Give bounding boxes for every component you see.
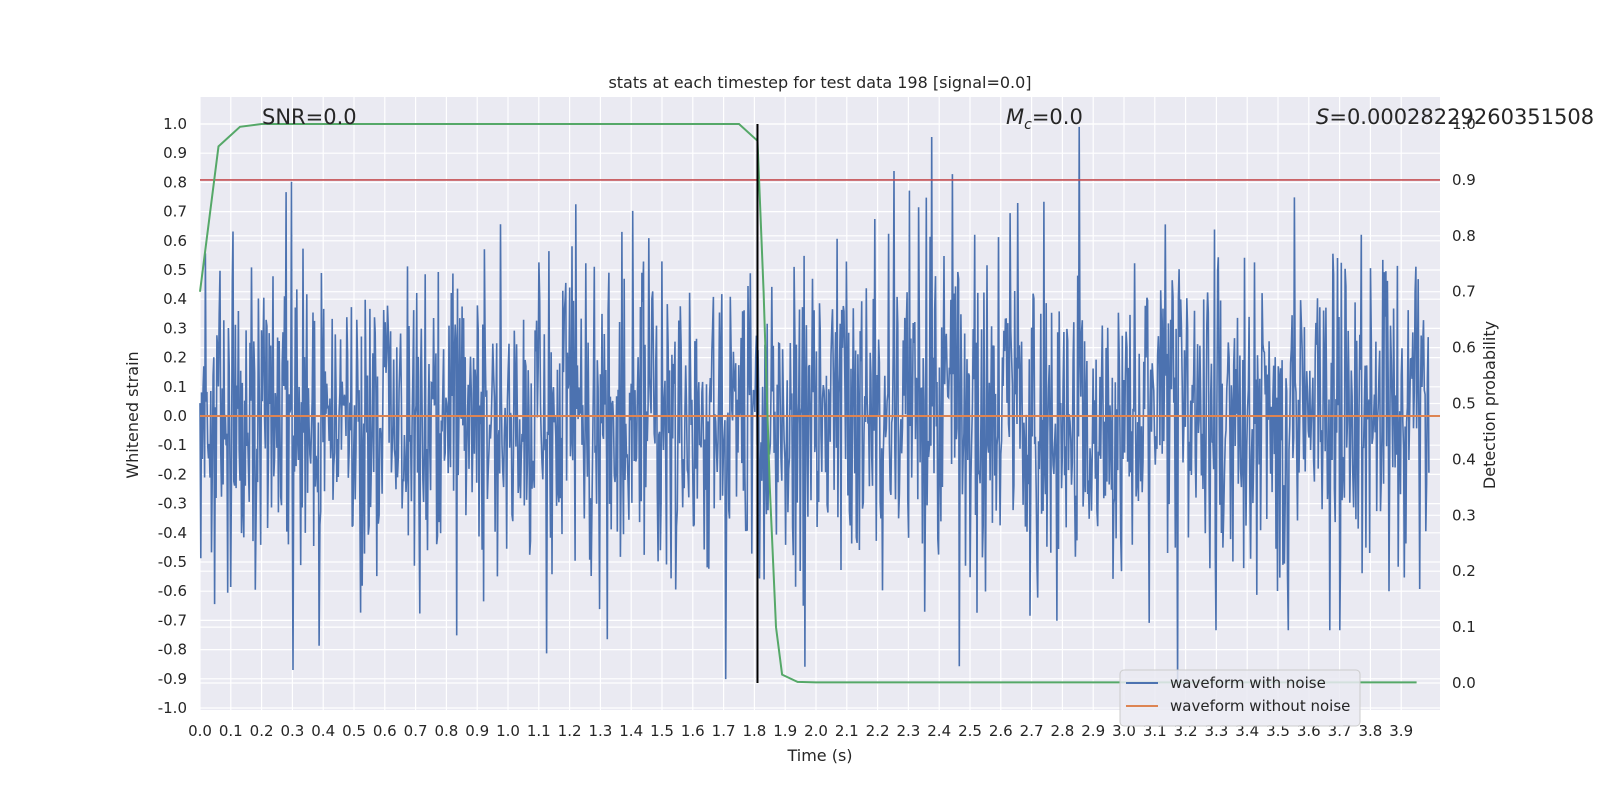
y2-axis-label: Detection probability bbox=[1480, 321, 1499, 489]
x-tick-label: 2.2 bbox=[866, 722, 890, 740]
chirp-mass-annotation: Mc=0.0 bbox=[1006, 105, 1083, 133]
y2-tick-label: 0.3 bbox=[1452, 506, 1476, 524]
x-tick-label: 0.1 bbox=[219, 722, 243, 740]
x-tick-label: 3.8 bbox=[1358, 722, 1382, 740]
x-tick-label: 1.9 bbox=[773, 722, 797, 740]
y-tick-label: 0.6 bbox=[163, 232, 187, 250]
noise-line bbox=[199, 126, 1430, 685]
x-tick-label: 2.0 bbox=[804, 722, 828, 740]
y2-tick-label: 0.0 bbox=[1452, 674, 1476, 692]
y2-tick-label: 0.4 bbox=[1452, 450, 1476, 468]
y-axis-label: Whitened strain bbox=[123, 351, 142, 478]
x-tick-label: 2.4 bbox=[927, 722, 951, 740]
y-tick-label: 0.5 bbox=[163, 261, 187, 279]
legend: waveform with noise waveform without noi… bbox=[1119, 669, 1361, 727]
y-tick-label: 0.4 bbox=[163, 290, 187, 308]
x-tick-label: 0.3 bbox=[280, 722, 304, 740]
y-tick-label: 0.3 bbox=[163, 319, 187, 337]
x-tick-label: 0.7 bbox=[404, 722, 428, 740]
x-tick-label: 0.2 bbox=[250, 722, 274, 740]
y-tick-label: -0.5 bbox=[158, 553, 187, 571]
y-tick-label: -0.8 bbox=[158, 641, 187, 659]
series-waveform-with-noise bbox=[199, 126, 1430, 685]
x-tick-label: 2.3 bbox=[896, 722, 920, 740]
snr-annotation: SNR=0.0 bbox=[262, 105, 357, 129]
y-tick-label: -0.4 bbox=[158, 524, 187, 542]
x-tick-label: 0.4 bbox=[311, 722, 335, 740]
x-tick-label: 2.8 bbox=[1050, 722, 1074, 740]
x-tick-label: 1.8 bbox=[742, 722, 766, 740]
y-tick-label: 0.8 bbox=[163, 173, 187, 191]
y-tick-label: -0.9 bbox=[158, 670, 187, 688]
x-tick-label: 1.6 bbox=[681, 722, 705, 740]
x-tick-label: 0.9 bbox=[465, 722, 489, 740]
y2-tick-label: 0.2 bbox=[1452, 562, 1476, 580]
y2-tick-label: 0.8 bbox=[1452, 227, 1476, 245]
chart-title: stats at each timestep for test data 198… bbox=[608, 73, 1031, 92]
y-tick-labels: 1.0 0.9 0.8 0.7 0.6 0.5 0.4 0.3 0.2 0.1 0.0 -0.1 -0.… bbox=[158, 115, 187, 717]
x-tick-label: 1.3 bbox=[588, 722, 612, 740]
x-tick-label: 0.0 bbox=[188, 722, 212, 740]
x-tick-label: 0.8 bbox=[434, 722, 458, 740]
y-tick-label: 0.2 bbox=[163, 349, 187, 367]
mc-symbol: M bbox=[1006, 105, 1024, 129]
y-tick-label: -0.1 bbox=[158, 436, 187, 454]
y2-tick-labels: 1.0 0.9 0.8 0.7 0.6 0.5 0.4 0.3 0.2 0.1 0.0 bbox=[1452, 115, 1476, 692]
y-tick-label: -0.7 bbox=[158, 611, 187, 629]
x-axis-label: Time (s) bbox=[786, 746, 852, 765]
mc-value: =0.0 bbox=[1032, 105, 1083, 129]
x-tick-label: 2.7 bbox=[1020, 722, 1044, 740]
x-tick-label: 0.6 bbox=[373, 722, 397, 740]
y2-tick-label: 0.9 bbox=[1452, 171, 1476, 189]
x-tick-label: 2.1 bbox=[835, 722, 859, 740]
x-tick-label: 1.1 bbox=[527, 722, 551, 740]
y-tick-label: 1.0 bbox=[163, 115, 187, 133]
x-tick-label: 2.6 bbox=[989, 722, 1013, 740]
x-tick-label: 0.5 bbox=[342, 722, 366, 740]
x-tick-label: 2.9 bbox=[1081, 722, 1105, 740]
y2-tick-label: 0.7 bbox=[1452, 283, 1476, 301]
y2-tick-label: 0.6 bbox=[1452, 339, 1476, 357]
legend-label-signal: waveform without noise bbox=[1170, 697, 1350, 715]
x-tick-label: 1.2 bbox=[558, 722, 582, 740]
y-tick-label: 0.9 bbox=[163, 144, 187, 162]
x-tick-label: 2.5 bbox=[958, 722, 982, 740]
y-tick-label: 0.7 bbox=[163, 203, 187, 221]
s-annotation: S=0.00028229260351508 bbox=[1316, 105, 1594, 129]
y-tick-label: -0.2 bbox=[158, 465, 187, 483]
x-tick-label: 1.4 bbox=[619, 722, 643, 740]
x-tick-label: 1.7 bbox=[712, 722, 736, 740]
y-tick-label: 0.0 bbox=[163, 407, 187, 425]
s-value: =0.00028229260351508 bbox=[1329, 105, 1594, 129]
s-symbol: S bbox=[1316, 105, 1329, 129]
y2-tick-label: 0.1 bbox=[1452, 618, 1476, 636]
y2-tick-label: 0.5 bbox=[1452, 395, 1476, 413]
y-tick-label: -1.0 bbox=[158, 699, 187, 717]
y2-tick-label: 1.0 bbox=[1452, 115, 1476, 133]
x-tick-label: 3.9 bbox=[1389, 722, 1413, 740]
x-tick-label: 1.0 bbox=[496, 722, 520, 740]
y-tick-label: 0.1 bbox=[163, 378, 187, 396]
legend-box bbox=[1119, 669, 1361, 727]
x-tick-label: 1.5 bbox=[650, 722, 674, 740]
y-tick-label: -0.6 bbox=[158, 582, 187, 600]
mc-subscript: c bbox=[1024, 117, 1032, 133]
legend-label-noise: waveform with noise bbox=[1170, 674, 1326, 692]
y-tick-label: -0.3 bbox=[158, 495, 187, 513]
